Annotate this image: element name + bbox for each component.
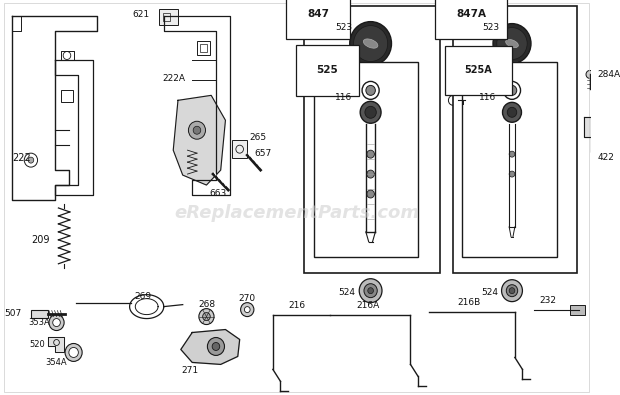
Bar (304, 6, 440, 273)
Bar (31, 310, 48, 318)
Bar (163, 13, 170, 21)
Text: 663: 663 (210, 188, 226, 198)
Circle shape (49, 314, 64, 331)
Text: 523: 523 (335, 23, 353, 32)
Circle shape (188, 121, 205, 139)
Text: 222A: 222A (162, 74, 185, 83)
Text: 269: 269 (135, 292, 151, 301)
Text: 265: 265 (249, 133, 266, 142)
Text: 524: 524 (339, 288, 355, 297)
Bar (200, 43, 208, 51)
Text: 284A: 284A (598, 70, 620, 79)
Text: 657: 657 (255, 149, 272, 158)
Polygon shape (48, 337, 64, 352)
Bar (507, 62, 516, 68)
Circle shape (244, 307, 250, 312)
Circle shape (350, 22, 391, 66)
Circle shape (65, 344, 82, 361)
Circle shape (360, 102, 381, 123)
Circle shape (353, 26, 388, 62)
Circle shape (208, 337, 224, 356)
Circle shape (509, 151, 515, 157)
Circle shape (367, 150, 374, 158)
Circle shape (502, 102, 521, 122)
Text: 525A: 525A (464, 66, 492, 75)
Text: 232: 232 (539, 296, 557, 305)
Text: 520: 520 (29, 340, 45, 349)
Bar (159, 9, 178, 24)
Circle shape (586, 70, 593, 79)
Ellipse shape (363, 39, 378, 48)
Bar (61, 90, 73, 102)
Circle shape (509, 171, 515, 177)
Circle shape (199, 308, 214, 325)
Text: eReplacementParts.com: eReplacementParts.com (174, 204, 419, 222)
Text: 222: 222 (12, 153, 30, 163)
Text: 423: 423 (461, 88, 478, 97)
Circle shape (509, 288, 515, 293)
Circle shape (241, 303, 254, 316)
Bar (570, 305, 585, 314)
Polygon shape (173, 95, 226, 185)
Bar (314, 62, 418, 257)
Polygon shape (181, 329, 240, 365)
Circle shape (203, 312, 210, 321)
Text: 216B: 216B (458, 298, 481, 307)
Text: 525: 525 (317, 66, 339, 75)
Polygon shape (584, 117, 605, 152)
Circle shape (507, 285, 518, 297)
Circle shape (367, 190, 374, 198)
Circle shape (493, 24, 531, 64)
Text: 847: 847 (307, 9, 329, 19)
Bar (462, 62, 557, 257)
Text: 353A: 353A (28, 318, 50, 327)
Text: 621: 621 (133, 10, 149, 19)
Bar (197, 41, 210, 55)
Circle shape (365, 106, 376, 118)
Text: 354A: 354A (45, 358, 67, 367)
Circle shape (359, 279, 382, 303)
Circle shape (502, 280, 523, 302)
Text: 847A: 847A (456, 9, 486, 19)
Text: 268: 268 (198, 300, 215, 309)
Text: 116: 116 (335, 93, 352, 102)
Circle shape (367, 170, 374, 178)
Text: 216: 216 (288, 301, 305, 310)
Text: 523: 523 (482, 23, 500, 32)
Circle shape (212, 342, 219, 350)
Text: 271: 271 (182, 366, 199, 375)
Circle shape (193, 126, 201, 134)
Bar (232, 140, 247, 158)
Text: 116: 116 (479, 93, 496, 102)
Text: 216A: 216A (356, 301, 379, 310)
Bar (365, 64, 376, 71)
Text: 507: 507 (4, 309, 22, 318)
Text: 422: 422 (598, 152, 614, 162)
Ellipse shape (506, 40, 518, 47)
Circle shape (28, 157, 33, 163)
Circle shape (53, 319, 60, 327)
Circle shape (368, 288, 373, 293)
Circle shape (69, 348, 78, 357)
Circle shape (507, 85, 516, 95)
Circle shape (507, 107, 516, 117)
Circle shape (364, 284, 377, 298)
Circle shape (366, 85, 375, 95)
Circle shape (497, 28, 527, 60)
Bar (453, 6, 577, 273)
Text: 270: 270 (239, 294, 256, 303)
Text: 524: 524 (482, 288, 498, 297)
Text: 209: 209 (32, 235, 50, 245)
